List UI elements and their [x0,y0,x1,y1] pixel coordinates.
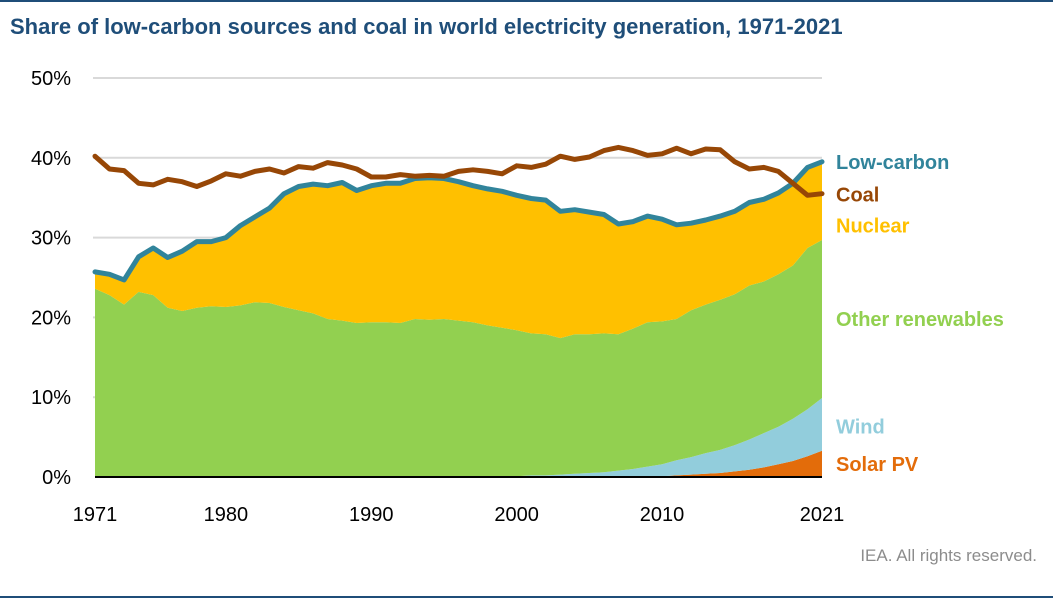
y-tick-label: 20% [31,307,71,329]
x-tick-label: 2010 [640,504,685,526]
top-rule [0,0,1053,2]
chart-title: Share of low-carbon sources and coal in … [10,14,843,39]
series-lines [92,144,825,283]
x-tick-label: 1990 [349,504,394,526]
y-tick-label: 30% [31,228,71,250]
area-solar-pv [95,450,822,477]
line-low-carbon [92,159,825,283]
bottom-rule [0,596,1053,598]
line-coal [92,144,825,198]
x-tick-label: 2021 [800,504,845,526]
area-other-renewables [95,240,822,477]
series-label-nuclear: Nuclear [836,216,910,238]
y-tick-label: 40% [31,148,71,170]
y-tick-label: 50% [31,68,71,90]
series-labels: Low-carbon Coal Nuclear Other renewables Win… [836,152,1004,476]
y-tick-label: 0% [42,467,71,489]
x-tick-labels: 1971 1980 1990 2000 2010 2021 [73,504,845,526]
x-tick-label: 2000 [494,504,539,526]
stacked-areas [95,161,822,477]
series-label-coal: Coal [836,185,879,207]
x-tick-label: 1971 [73,504,118,526]
y-tick-label: 10% [31,387,71,409]
series-label-wind: Wind [836,417,885,439]
series-label-low-carbon: Low-carbon [836,152,949,174]
area-wind [95,398,822,477]
copyright-credit: IEA. All rights reserved. [860,546,1037,565]
series-label-other-renewables: Other renewables [836,309,1004,331]
series-label-solar-pv: Solar PV [836,454,919,476]
x-tick-label: 1980 [204,504,249,526]
area-nuclear [95,161,822,339]
y-tick-labels: 0% 10% 20% 30% 40% 50% [31,68,71,489]
